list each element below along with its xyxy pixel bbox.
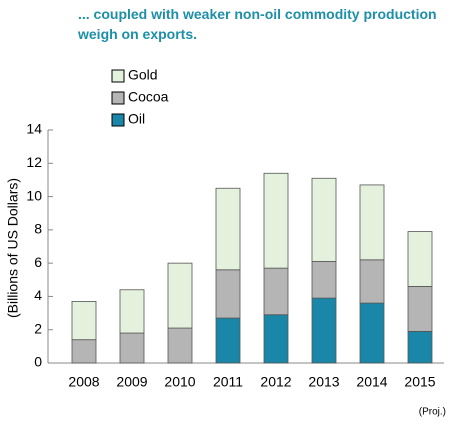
x-tick-label: 2014 [356,374,387,390]
legend-label: Cocoa [128,89,169,105]
y-tick-label: 12 [26,154,42,170]
chart-title: ... coupled with weaker non-oil commodit… [78,6,437,42]
bar-segment [167,327,193,364]
bar-segment [119,332,145,364]
y-tick-label: 4 [34,287,42,303]
bar-segment [407,231,433,287]
x-tick-label: 2010 [164,374,195,390]
bar-segment [263,172,289,269]
legend-swatch [111,91,125,105]
bar-segment [263,314,289,364]
bar-segment [407,330,433,364]
bar-segment [71,301,97,341]
x-tick-label: 2013 [308,374,339,390]
y-tick-label: 10 [26,187,42,203]
bar-segment [311,297,337,364]
legend-label: Oil [128,111,145,127]
legend-label: Gold [128,67,158,83]
bar-segment [215,269,241,319]
legend-swatch [111,69,125,83]
y-tick-label: 6 [34,254,42,270]
y-axis-label: (Billions of US Dollars) [5,178,21,318]
x-tick-label: 2008 [68,374,99,390]
bar-segment [215,187,241,271]
y-tick-label: 2 [34,320,42,336]
x-tick-label: 2009 [116,374,147,390]
bar-segment [167,262,193,329]
bar-segment [311,261,337,299]
y-tick-label: 8 [34,221,42,237]
bar-segment [359,184,385,261]
y-tick-label: 0 [34,354,42,370]
x-tick-label: 2015 [404,374,435,390]
y-tick-label: 14 [26,121,42,137]
x-tick-label: 2012 [260,374,291,390]
annotation: (Proj.) [419,407,446,418]
bar-segment [263,267,289,316]
bar-segment [311,177,337,262]
x-tick-label: 2011 [213,374,243,390]
bar-segment [359,302,385,364]
bar-segment [71,339,97,364]
legend-swatch [111,113,125,127]
bar-segment [407,286,433,332]
bar-segment [215,317,241,364]
bar-segment [119,289,145,334]
bar-segment [359,259,385,304]
